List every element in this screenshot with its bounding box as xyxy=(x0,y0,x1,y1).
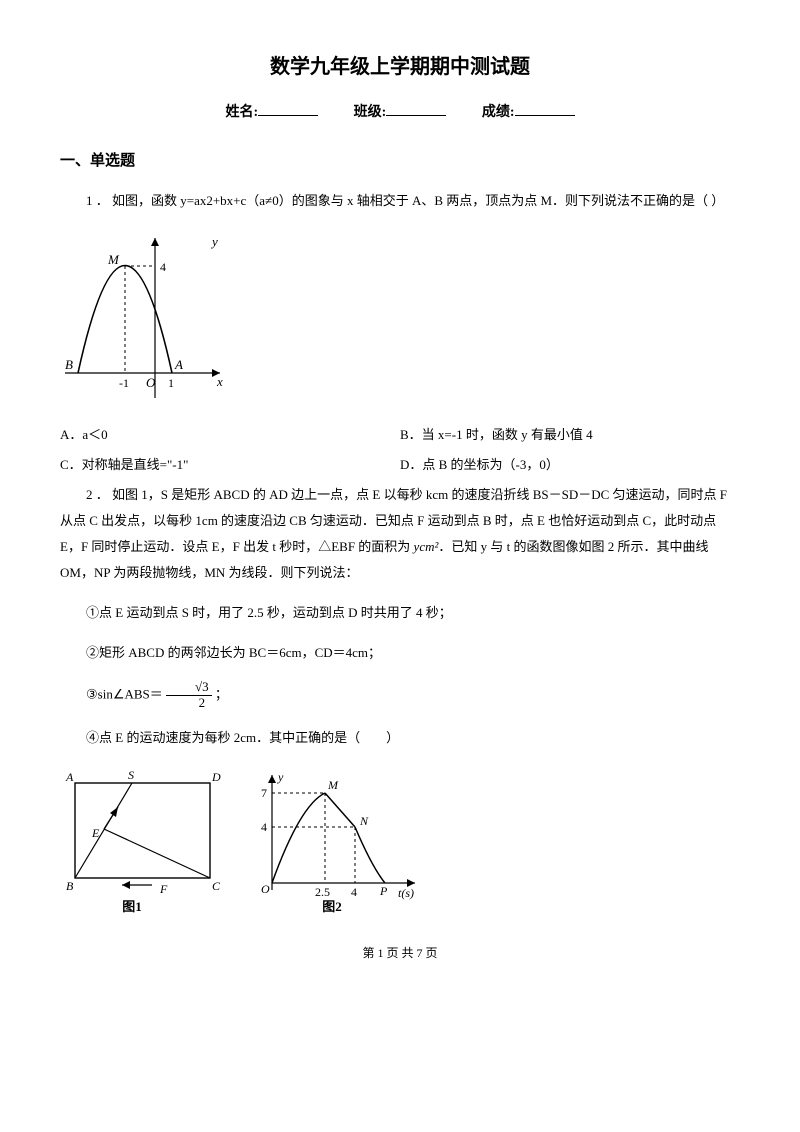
svg-text:7: 7 xyxy=(261,786,267,800)
svg-text:-1: -1 xyxy=(119,376,129,390)
q2-li3a: ③sin∠ABS＝ xyxy=(86,686,166,701)
q1-optD: D．点 B 的坐标为（-3，0） xyxy=(400,452,740,478)
class-label: 班级: xyxy=(354,105,387,120)
svg-text:1: 1 xyxy=(168,376,174,390)
svg-text:t(s): t(s) xyxy=(398,886,414,900)
score-blank xyxy=(515,115,575,116)
svg-text:y: y xyxy=(210,234,218,249)
q2-unit: ycm² xyxy=(414,539,439,554)
svg-text:4: 4 xyxy=(351,885,357,899)
page: 数学九年级上学期期中测试题 姓名: 班级: 成绩: 一、单选题 1 ． 如图，函… xyxy=(0,0,800,991)
svg-text:F: F xyxy=(159,882,168,896)
q2-li1: ①点 E 运动到点 S 时，用了 2.5 秒，运动到点 D 时共用了 4 秒； xyxy=(60,600,740,626)
curve-graph: y t(s) O M N P 7 4 2.5 4 图2 xyxy=(250,765,425,915)
q2-li3: ③sin∠ABS＝ √3 2 ； xyxy=(60,680,740,711)
name-label: 姓名: xyxy=(225,105,258,120)
svg-text:D: D xyxy=(211,770,221,784)
frac-den: 2 xyxy=(166,696,212,711)
svg-text:O: O xyxy=(261,882,270,896)
q1-optC: C．对称轴是直线="-1" xyxy=(60,452,400,478)
frac-num: √3 xyxy=(166,680,212,696)
svg-text:B: B xyxy=(66,879,74,893)
svg-text:N: N xyxy=(359,814,369,828)
q1-optB: B．当 x=-1 时，函数 y 有最小值 4 xyxy=(400,422,740,448)
q1-optA: A．a＜0 xyxy=(60,422,400,448)
q2-li3b: ； xyxy=(215,686,228,701)
q1-stem: 1 ． 如图，函数 y=ax2+bx+c（a≠0）的图象与 x 轴相交于 A、B… xyxy=(60,188,740,214)
q1-options-row1: A．a＜0 B．当 x=-1 时，函数 y 有最小值 4 xyxy=(60,422,740,448)
svg-text:2.5: 2.5 xyxy=(315,885,330,899)
q2-fig1: A D B C S E F 图1 xyxy=(60,765,230,920)
svg-text:y: y xyxy=(277,770,284,784)
page-footer: 第 1 页 共 7 页 xyxy=(60,944,740,961)
q2-li4: ④点 E 的运动速度为每秒 2cm．其中正确的是（ ） xyxy=(60,725,740,751)
svg-text:4: 4 xyxy=(160,260,166,274)
svg-text:B: B xyxy=(65,357,73,372)
parabola-graph: y x M 4 -1 1 O B A xyxy=(60,228,230,408)
svg-text:M: M xyxy=(107,252,120,267)
class-blank xyxy=(386,115,446,116)
svg-text:S: S xyxy=(128,768,134,782)
name-blank xyxy=(258,115,318,116)
svg-text:P: P xyxy=(379,884,388,898)
q1-options-row2: C．对称轴是直线="-1" D．点 B 的坐标为（-3，0） xyxy=(60,452,740,478)
svg-text:C: C xyxy=(212,879,221,893)
svg-text:O: O xyxy=(146,375,156,390)
svg-text:图2: 图2 xyxy=(322,899,342,914)
fraction: √3 2 xyxy=(166,680,212,711)
score-label: 成绩: xyxy=(482,105,515,120)
section-header-1: 一、单选题 xyxy=(60,149,740,170)
q2-fig2: y t(s) O M N P 7 4 2.5 4 图2 xyxy=(250,765,425,920)
svg-text:A: A xyxy=(174,357,183,372)
exam-title: 数学九年级上学期期中测试题 xyxy=(60,50,740,79)
q2-stem: 2 ． 如图 1，S 是矩形 ABCD 的 AD 边上一点，点 E 以每秒 kc… xyxy=(60,482,740,586)
q2-li2: ②矩形 ABCD 的两邻边长为 BC＝6cm，CD＝4cm； xyxy=(60,640,740,666)
svg-text:M: M xyxy=(327,778,339,792)
student-meta: 姓名: 班级: 成绩: xyxy=(60,101,740,121)
svg-text:x: x xyxy=(216,374,223,389)
q1-figure: y x M 4 -1 1 O B A xyxy=(60,228,740,408)
svg-text:A: A xyxy=(65,770,74,784)
svg-text:4: 4 xyxy=(261,820,267,834)
svg-text:图1: 图1 xyxy=(122,899,142,914)
rect-diagram: A D B C S E F 图1 xyxy=(60,765,230,915)
svg-text:E: E xyxy=(91,826,100,840)
q2-figures: A D B C S E F 图1 xyxy=(60,765,740,920)
